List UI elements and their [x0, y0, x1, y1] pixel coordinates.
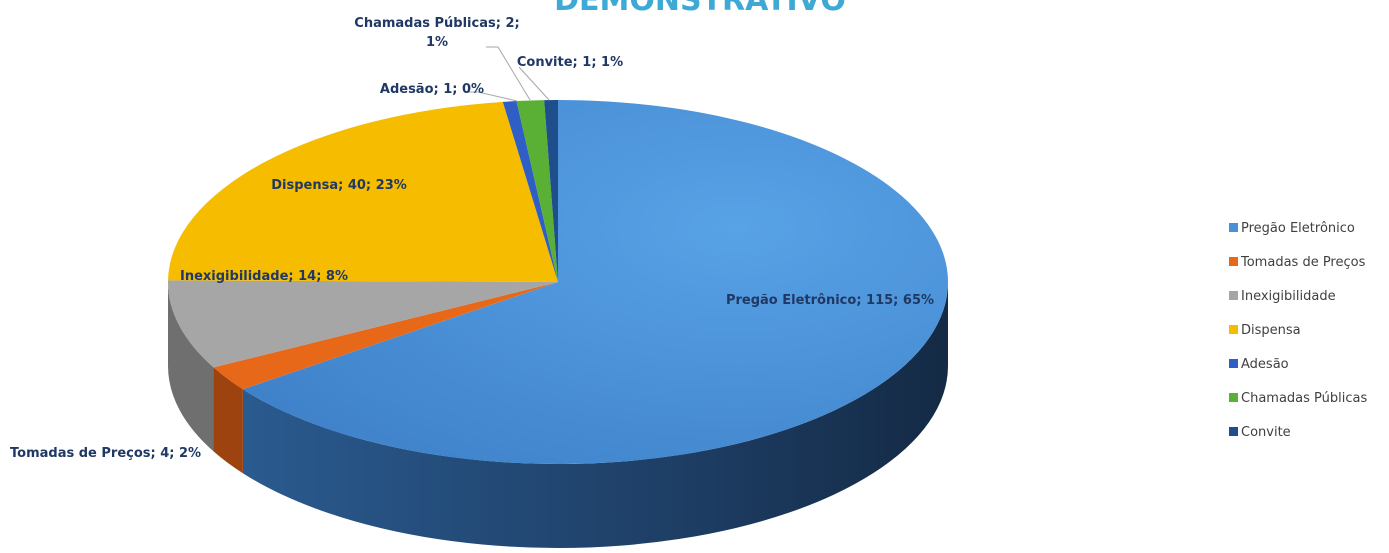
leader-line-chamadas-publicas: [486, 46, 531, 101]
data-label-chamadas-publicas: Chamadas Públicas; 2; 1%: [354, 16, 519, 50]
legend-label-chamadas-publicas: Chamadas Públicas: [1241, 391, 1367, 406]
legend-label-inexigibilidade: Inexigibilidade: [1241, 289, 1336, 304]
legend-label-tomadas-de-precos: Tomadas de Preços: [1240, 255, 1366, 270]
data-label-tomadas-de-precos: Tomadas de Preços; 4; 2%: [10, 446, 201, 461]
pie-slice-chamadas-publicas: [516, 100, 558, 283]
pie-slice-convite: [544, 100, 558, 282]
legend-swatch-chamadas-publicas: [1229, 393, 1238, 402]
data-label-dispensa: Dispensa; 40; 23%: [271, 178, 407, 193]
data-label-convite: Convite; 1; 1%: [517, 55, 623, 70]
leader-line-adesao: [465, 91, 518, 102]
pie-slice-tomadas-de-precos: [213, 282, 558, 390]
chart-legend: Pregão Eletrônico Tomadas de Preços Inexig…: [1229, 221, 1367, 440]
leader-line-convite: [518, 66, 550, 101]
legend-swatch-tomadas-de-precos: [1229, 257, 1238, 266]
pie-slice-pregao-eletronico: [242, 100, 948, 464]
data-label-pregao-eletronico: Pregão Eletrônico; 115; 65%: [726, 293, 934, 308]
pie-side-tomadas-de-precos: [213, 367, 243, 474]
legend-swatch-adesao: [1229, 359, 1238, 368]
legend-label-convite: Convite: [1241, 425, 1291, 440]
pie-slice-adesao: [502, 101, 558, 282]
pie-slice-dispensa: [168, 101, 558, 282]
legend-label-dispensa: Dispensa: [1241, 323, 1301, 338]
data-label-inexigibilidade: Inexigibilidade; 14; 8%: [180, 269, 348, 284]
pie-slice-inexigibilidade: [168, 280, 558, 368]
legend-label-adesao: Adesão: [1241, 357, 1289, 372]
pie-side-pregao-eletronico: [242, 282, 948, 548]
legend-swatch-pregao-eletronico: [1229, 223, 1238, 232]
data-label-adesao: Adesão; 1; 0%: [380, 82, 484, 97]
legend-swatch-convite: [1229, 427, 1238, 436]
pie-side-inexigibilidade: [168, 282, 214, 452]
legend-label-pregao-eletronico: Pregão Eletrônico: [1241, 221, 1355, 236]
legend-swatch-inexigibilidade: [1229, 291, 1238, 300]
legend-swatch-dispensa: [1229, 325, 1238, 334]
chart-title: DEMONSTRATIVO: [554, 0, 846, 18]
